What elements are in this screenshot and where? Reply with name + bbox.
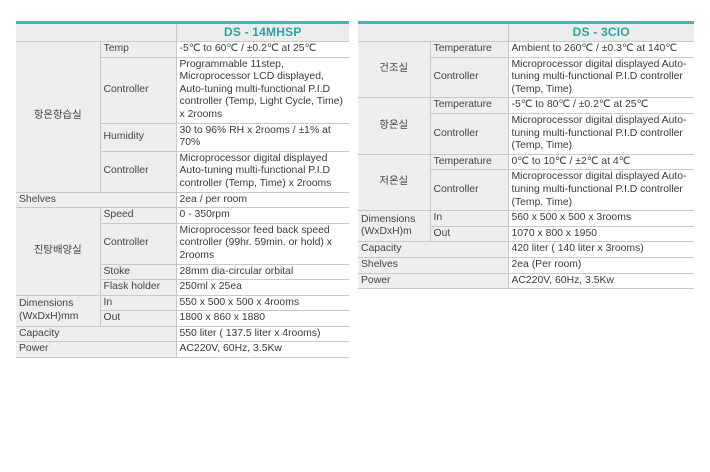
group-label: Dimensions (WxDxH)m [358,210,430,243]
row-label: In [429,210,508,227]
row-value: 28mm dia-circular orbital [175,264,349,281]
row-value: Microprocessor feed back speed controlle… [175,223,349,265]
row-value: Programmable 11step, Microprocessor LCD … [175,57,349,124]
table-row: Power AC220V, 60Hz, 3.5Kw [16,341,349,359]
table-row: Flask holder 250ml x 25ea [16,279,349,296]
table-row: Controller Microprocessor digital displa… [358,57,694,99]
table-row: Dimensions (WxDxH)m In 560 x 500 x 500 x… [358,210,694,243]
row-label: Out [429,226,508,243]
row-value: 420 liter ( 140 liter x 3rooms) [507,241,694,258]
row-label: Temperature [429,41,508,58]
table-row: Shelves 2ea / per room [16,192,349,209]
table-row: Controller Microprocessor digital displa… [16,151,349,193]
spec-table-ds-14mhsp: DS - 14MHSP 항온항습실 Temp -5℃ to 60℃ / ±0.2… [16,21,349,359]
table-row: Controller Microprocessor digital displa… [358,169,694,212]
row-label: In [99,295,176,312]
model-title: DS - 14MHSP [175,22,349,42]
table-header: DS - 3CIO [358,22,694,42]
group-label: Capacity [358,241,508,258]
table-row: Humidity 30 to 96% RH x 2rooms / ±1% at … [16,123,349,152]
table-row: 항온실 Temperature -5℃ to 80℃ / ±0.2℃ at 25… [358,97,694,155]
row-label: Temperature [429,154,508,171]
table-row: 건조실 Temperature Ambient to 260℃ / ±0.3℃ … [358,41,694,99]
row-value: Microprocessor digital displayed Auto-tu… [507,169,694,212]
table-row: Capacity 420 liter ( 140 liter x 3rooms) [358,241,694,258]
row-value: 250ml x 25ea [175,279,349,296]
row-value: Ambient to 260℃ / ±0.3℃ at 140℃ [507,41,694,58]
row-value: 0℃ to 10℃ / ±2℃ at 4℃ [507,154,694,171]
group-label: Capacity [16,326,176,343]
group-label: Dimensions (WxDxH)mm [16,295,100,327]
table-row: Stoke 28mm dia-circular orbital [16,264,349,281]
header-blank [358,22,508,42]
row-label: Out [99,310,176,327]
row-label: Flask holder [99,279,176,296]
model-title: DS - 3CIO [507,22,694,42]
group-label: Power [16,341,176,359]
table-row: 항온항습실 Temp -5℃ to 60℃ / ±0.2℃ at 25℃ [16,41,349,193]
row-value: Microprocessor digital displayed Auto-tu… [175,151,349,193]
row-value: 2ea (Per room) [507,257,694,274]
row-value: 2ea / per room [175,192,349,209]
group-label: 저온실 [358,154,430,212]
row-value: Microprocessor digital displayed Auto-tu… [507,113,694,155]
table-row: Controller Programmable 11step, Micropro… [16,57,349,124]
row-label: Controller [429,57,508,99]
table-row: Power AC220V, 60Hz, 3.5Kw [358,273,694,290]
table-row: Out 1070 x 800 x 1950 [358,226,694,243]
table-row: 진탕배양실 Speed 0 - 350rpm [16,207,349,296]
row-label: Speed [99,207,176,224]
group-label: Shelves [358,257,508,274]
row-value: 30 to 96% RH x 2rooms / ±1% at 70% [175,123,349,152]
table-row: Dimensions (WxDxH)mm In 550 x 500 x 500 … [16,295,349,327]
table-row: Controller Microprocessor digital displa… [358,113,694,155]
row-value: 1800 x 860 x 1880 [175,310,349,327]
row-value: AC220V, 60Hz, 3.5Kw [175,341,349,359]
row-value: 550 x 500 x 500 x 4rooms [175,295,349,312]
table-row: Out 1800 x 860 x 1880 [16,310,349,327]
table-row: 저온실 Temperature 0℃ to 10℃ / ±2℃ at 4℃ [358,154,694,212]
row-label: Controller [99,223,176,265]
row-value: 560 x 500 x 500 x 3rooms [507,210,694,227]
row-label: Temp [99,41,176,58]
group-label: Power [358,273,508,290]
spec-table-ds-3cio: DS - 3CIO 건조실 Temperature Ambient to 260… [358,21,694,290]
table-header: DS - 14MHSP [16,22,349,42]
row-value: 1070 x 800 x 1950 [507,226,694,243]
group-label: 진탕배양실 [16,207,100,296]
row-label: Controller [99,57,176,124]
group-label: Shelves [16,192,176,209]
row-label: Controller [429,113,508,155]
row-value: Microprocessor digital displayed Auto-tu… [507,57,694,99]
row-label: Stoke [99,264,176,281]
table-row: Controller Microprocessor feed back spee… [16,223,349,265]
row-label: Controller [429,169,508,212]
row-label: Temperature [429,97,508,114]
table-row: Shelves 2ea (Per room) [358,257,694,274]
group-label: 건조실 [358,41,430,99]
row-value: 0 - 350rpm [175,207,349,224]
header-blank [16,22,176,42]
row-value: 550 liter ( 137.5 liter x 4rooms) [175,326,349,343]
group-label: 항온항습실 [16,41,100,193]
group-label: 항온실 [358,97,430,155]
table-row: Capacity 550 liter ( 137.5 liter x 4room… [16,326,349,343]
row-label: Humidity [99,123,176,152]
row-label: Controller [99,151,176,193]
row-value: -5℃ to 80℃ / ±0.2℃ at 25℃ [507,97,694,114]
row-value: -5℃ to 60℃ / ±0.2℃ at 25℃ [175,41,349,58]
row-value: AC220V, 60Hz, 3.5Kw [507,273,694,290]
